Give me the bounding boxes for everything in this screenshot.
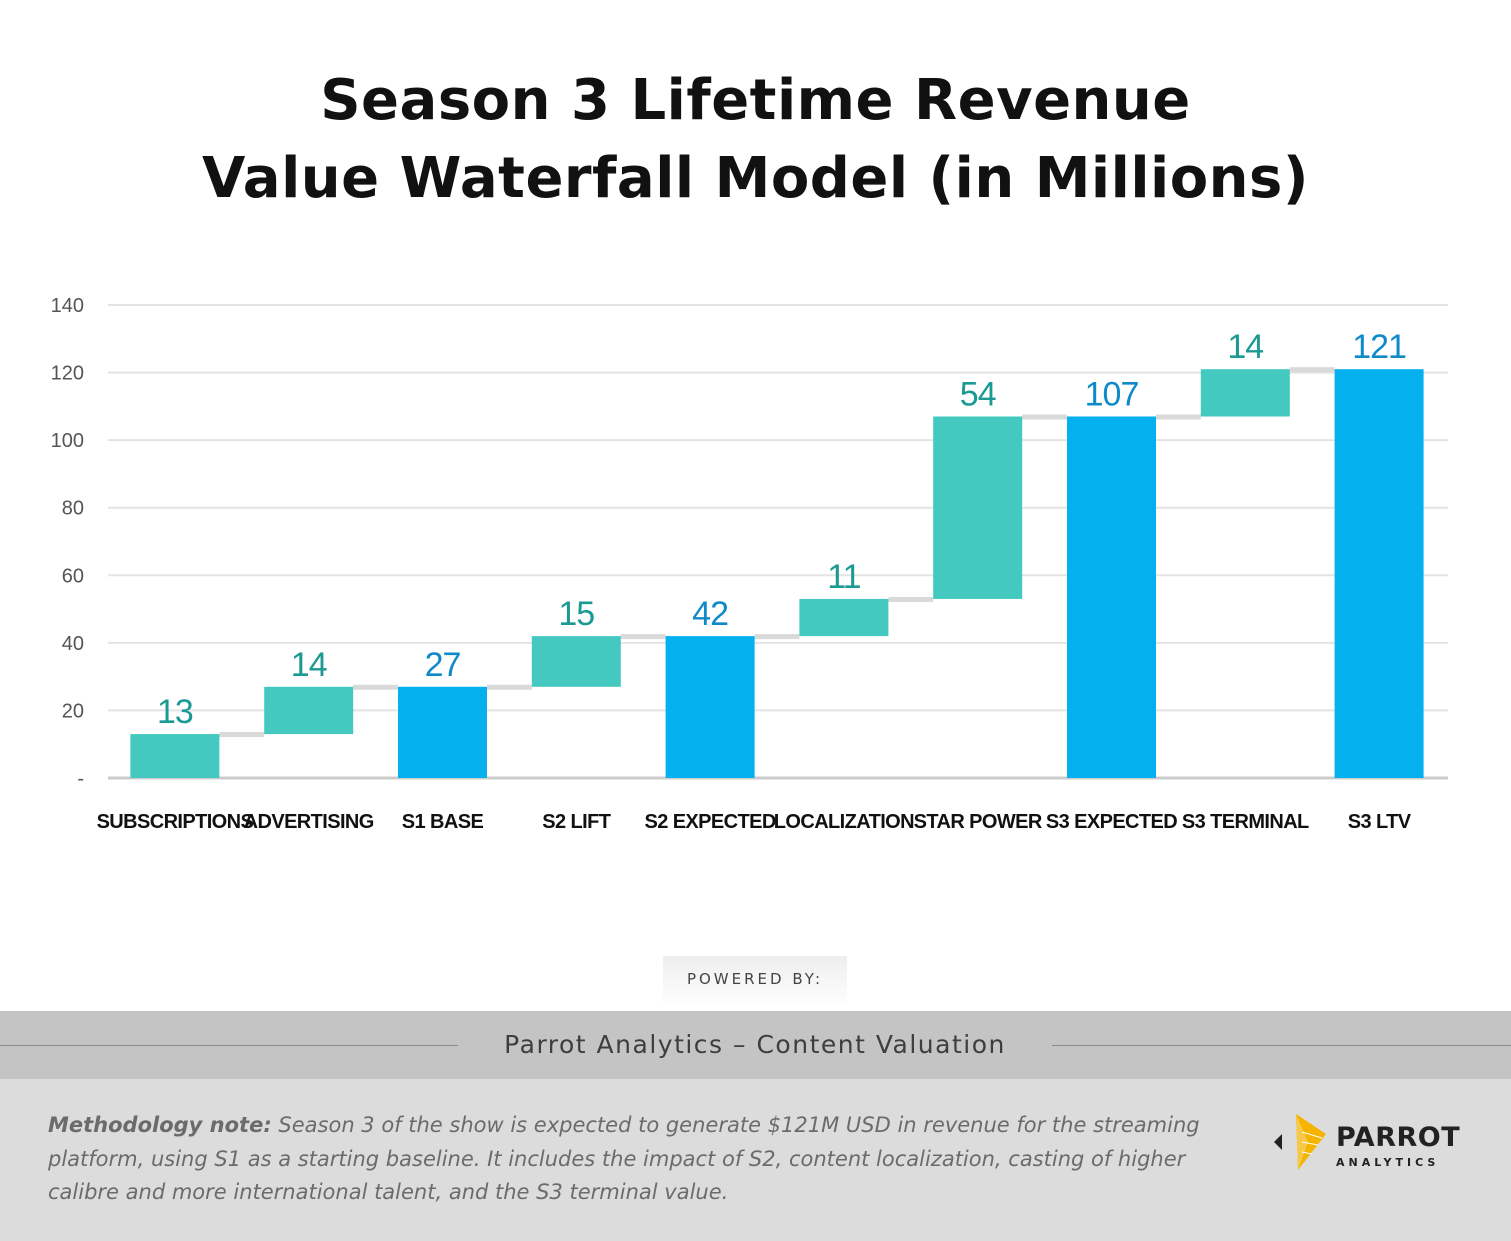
y-tick-label: 60 [62,565,84,587]
bars [130,369,1424,778]
bar [1334,369,1424,778]
data-label: 14 [1227,328,1263,366]
waterfall-chart: - 20 40 60 80 100 120 140 13 14 27 15 42 11 54 107 14 12… [51,295,1448,833]
x-category-label: S3 TERMINAL [1182,811,1309,833]
connector [487,684,532,690]
methodology-note-text: Season 3 of the show is expected to gene… [48,1113,1200,1204]
band-rule-left [0,1045,458,1046]
connectors [219,367,1335,738]
y-tick-label: 120 [51,363,84,385]
bar [531,636,621,687]
data-label: 13 [157,693,193,731]
connector [1022,414,1067,420]
data-labels: 13 14 27 15 42 11 54 107 14 121 [157,328,1407,731]
chart-title-line-1: Season 3 Lifetime Revenue [320,68,1191,133]
band-rule-right [1052,1045,1511,1046]
connector [754,634,800,640]
footer-band: Parrot Analytics – Content Valuation [0,1011,1511,1079]
x-category-label: S2 EXPECTED [644,811,775,833]
y-tick-label: 100 [51,430,84,452]
methodology-note-label: Methodology note: [48,1113,272,1137]
data-label: 14 [291,646,327,684]
bar [665,636,755,778]
data-label: 54 [960,375,996,413]
y-axis-ticks: - 20 40 60 80 100 120 140 [51,295,84,790]
logo-subword: ANALYTICS [1336,1156,1440,1169]
data-label: 107 [1085,375,1139,413]
connector [353,684,398,690]
y-tick-label: 140 [51,295,84,317]
x-category-label: SUBSCRIPTIONS [97,811,254,833]
connector [1156,414,1201,420]
chart-title-line-2: Value Waterfall Model (in Millions) [202,146,1309,211]
y-tick-label: 20 [62,700,84,722]
x-category-label: STAR POWER [914,811,1043,833]
data-label: 15 [558,595,594,633]
y-tick-label: 80 [62,498,84,520]
x-category-label: S3 EXPECTED [1046,811,1177,833]
x-category-label: S3 LTV [1348,811,1412,833]
connector [1289,367,1335,373]
x-category-label: S2 LIFT [542,811,610,833]
x-category-label: ADVERTISING [244,811,374,833]
bar [1200,369,1290,417]
methodology-note: Methodology note: Season 3 of the show i… [48,1109,1238,1210]
bar [799,598,889,637]
parrot-logo-icon [1274,1114,1326,1170]
data-label: 121 [1352,328,1406,366]
data-label: 42 [692,595,728,633]
bar [130,734,220,778]
data-label: 27 [425,646,461,684]
bar [398,686,487,778]
x-category-label: S1 BASE [402,811,484,833]
connector [888,596,934,602]
methodology-note-panel: Methodology note: Season 3 of the show i… [0,1079,1511,1241]
y-tick-label: 40 [62,633,84,655]
x-category-label: LOCALIZATION [774,811,914,833]
logo-wordmark: PARROT [1336,1122,1461,1153]
connector [620,634,666,640]
connector [219,732,265,738]
bar [264,686,354,735]
bar [933,416,1023,599]
footer-band-text: Parrot Analytics – Content Valuation [504,1030,1006,1059]
data-label: 11 [827,558,860,596]
bar [1067,416,1156,778]
powered-by-tab: POWERED BY: [663,956,847,1008]
y-tick-label: - [77,768,84,790]
parrot-analytics-logo: PARROT ANALYTICS [1272,1112,1472,1176]
